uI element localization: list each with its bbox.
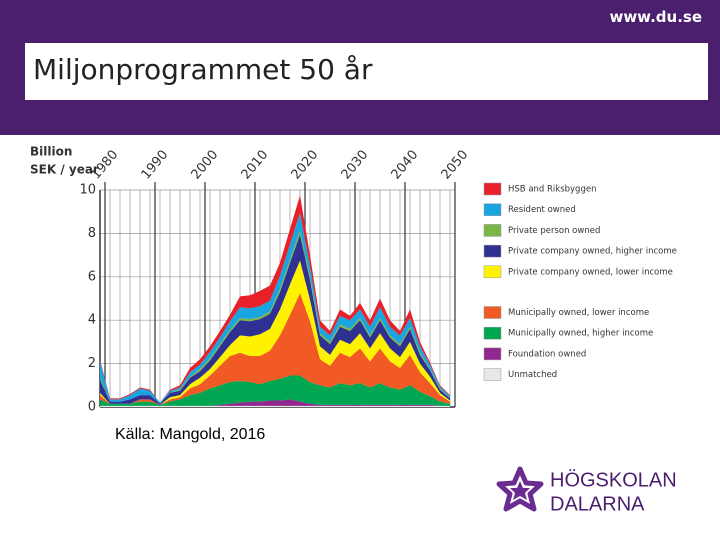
title-box: Miljonprogrammet 50 år <box>25 43 708 100</box>
x-tick-label: 2010 <box>239 148 272 183</box>
area <box>100 375 450 406</box>
area <box>100 260 450 405</box>
x-tick-label: 2020 <box>289 148 322 183</box>
area <box>100 195 450 403</box>
legend-swatch <box>483 326 502 340</box>
y-tick-label: 8 <box>88 226 96 241</box>
x-tick-label: 2050 <box>439 148 472 183</box>
x-tick-label: 1990 <box>139 148 172 183</box>
legend-swatch <box>483 203 502 216</box>
logo: HÖGSKOLAN DALARNA <box>496 466 677 515</box>
url: www.du.se <box>609 8 702 26</box>
legend-label: Municipally owned, lower income <box>508 308 649 318</box>
legend-label: Private company owned, higher income <box>508 247 677 257</box>
legend-swatch <box>483 347 502 361</box>
y-axis-label: Billion <box>30 145 72 159</box>
source: Källa: Mangold, 2016 <box>115 426 266 443</box>
legend-swatch <box>483 182 502 196</box>
legend-swatch <box>483 244 502 258</box>
logo-text: HÖGSKOLAN <box>550 469 677 491</box>
legend-label: Private person owned <box>508 226 600 236</box>
y-tick-label: 10 <box>79 183 96 198</box>
legend-label: Resident owned <box>508 205 576 215</box>
legend-swatch <box>483 306 502 319</box>
area <box>100 293 450 405</box>
y-tick-label: 0 <box>88 400 96 415</box>
legend-swatch <box>483 265 502 279</box>
x-tick-label: 2040 <box>389 148 422 183</box>
area <box>100 399 450 406</box>
x-tick-label: 2000 <box>189 148 222 183</box>
legend-label: Foundation owned <box>508 349 586 359</box>
legend-swatch <box>483 224 502 237</box>
logo-text: DALARNA <box>550 493 645 515</box>
y-axis-label: SEK / year <box>30 163 99 177</box>
legend-label: Unmatched <box>508 370 557 380</box>
legend-label: HSB and Riksbyggen <box>508 185 596 195</box>
slide-title: Miljonprogrammet 50 år <box>33 53 373 86</box>
x-tick-label: 2030 <box>339 148 372 183</box>
y-tick-label: 6 <box>88 269 96 284</box>
legend-label: Municipally owned, higher income <box>508 329 653 339</box>
logo-star <box>496 466 544 512</box>
area <box>100 212 450 404</box>
y-tick-label: 4 <box>88 313 96 328</box>
legend-label: Private company owned, lower income <box>508 267 673 277</box>
area <box>100 405 450 407</box>
legend-swatch <box>483 368 502 381</box>
y-tick-label: 2 <box>88 356 96 371</box>
